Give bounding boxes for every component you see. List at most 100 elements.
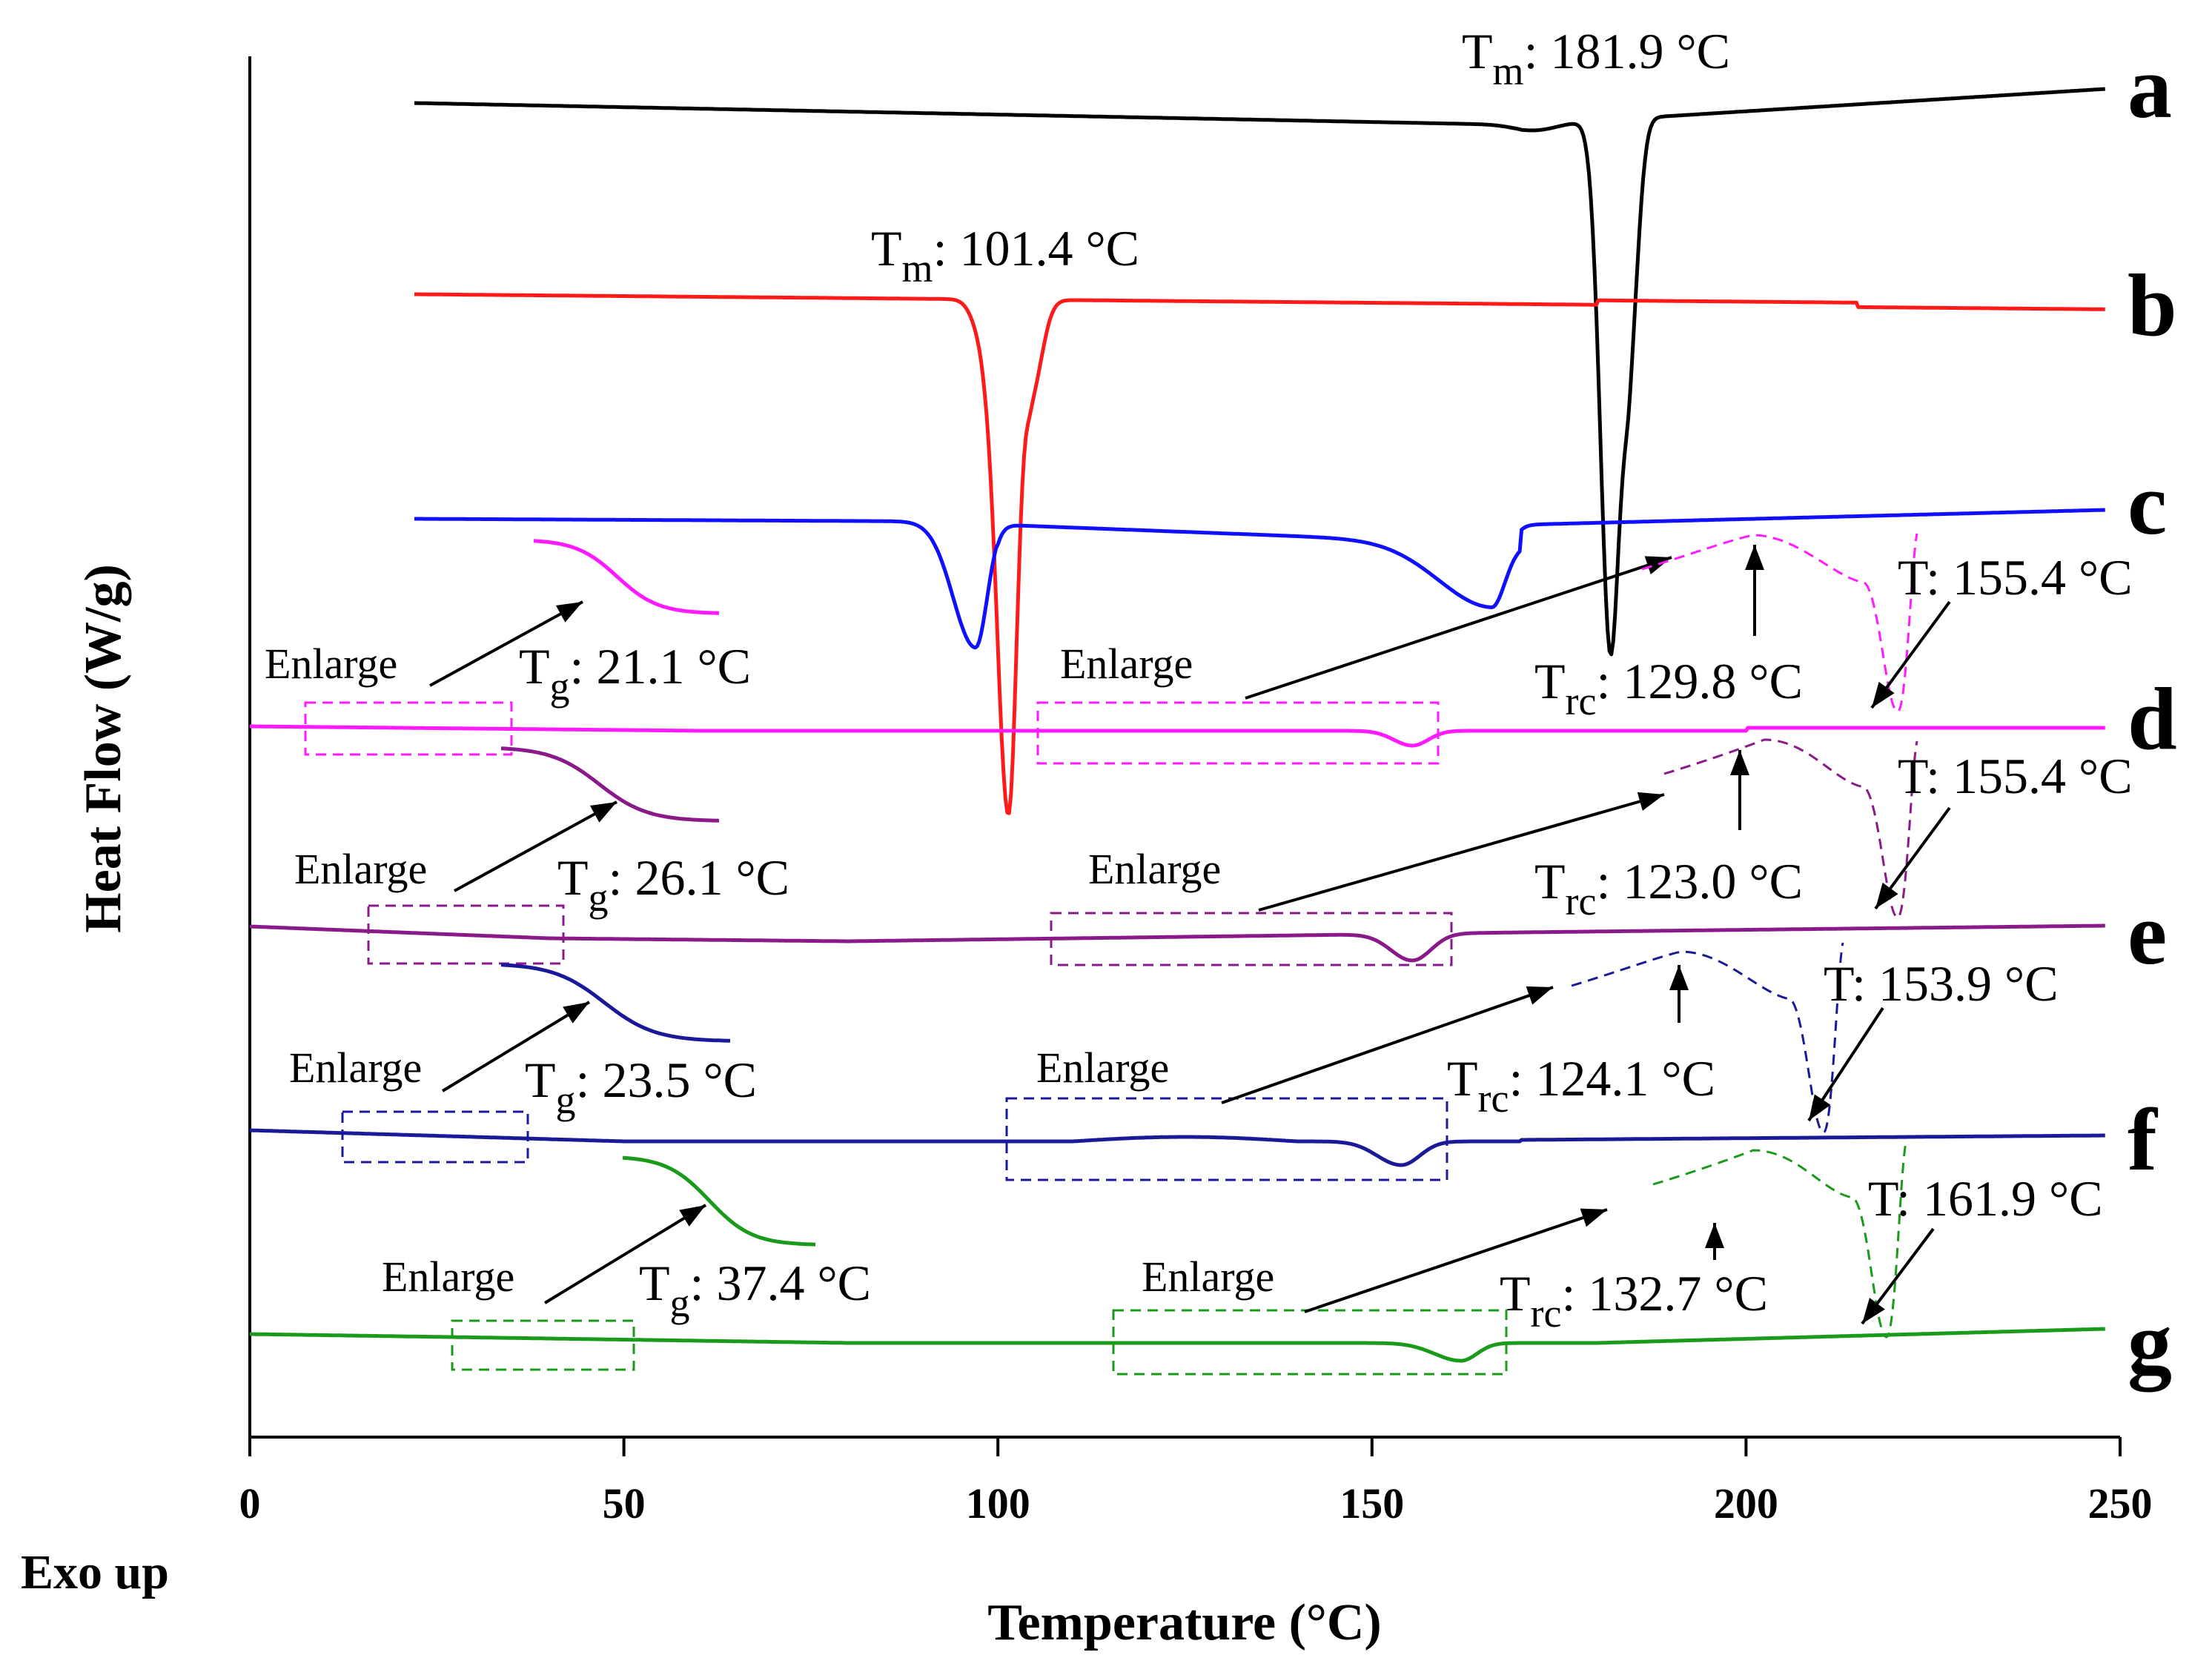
enlarge-label-melt-d: Enlarge: [1060, 640, 1193, 688]
enlarge-box-tg-g: [451, 1319, 635, 1371]
annotation-subscript: rc: [1478, 1076, 1509, 1121]
annotation-value: : 155.4 °C: [1926, 549, 2132, 606]
curve-tag-g: g: [2127, 1293, 2172, 1393]
annotation-tg-f: Tg: 23.5 °C: [525, 1052, 757, 1122]
annotation-tg-d: Tg: 21.1 °C: [519, 638, 751, 709]
annotation-subscript: g: [670, 1281, 690, 1325]
enlarge-arrow-melt-d-head: [1644, 556, 1672, 575]
annotation-value: : 101.4 °C: [933, 220, 1139, 276]
enlarge-box-melt-d: [1036, 701, 1440, 765]
x-tick-label-150: 150: [1340, 1479, 1404, 1528]
trc-arrow-d-head: [1745, 545, 1764, 570]
melt-arrow-g-head: [1862, 1298, 1885, 1324]
enlarge-box-tg-d: [304, 701, 513, 756]
annotation-t-g: T: 161.9 °C: [1868, 1170, 2103, 1227]
annotation-value: : 26.1 °C: [609, 849, 789, 906]
enlarge-arrow-melt-f-head: [1526, 986, 1553, 1005]
series-g-curve: [250, 1327, 2105, 1363]
series-b-curve: [414, 292, 2105, 815]
annotation-trc-e: Trc: 123.0 °C: [1534, 853, 1803, 923]
enlarge-box-tg-e: [367, 904, 565, 965]
enlarge-arrow-tg-g: [543, 1204, 707, 1304]
annotation-subscript: rc: [1566, 879, 1597, 923]
curve-tag-b: b: [2127, 256, 2177, 354]
enlarge-label-tg-f: Enlarge: [289, 1044, 422, 1092]
x-tick-label-0: 0: [239, 1479, 261, 1528]
enlarge-arrow-tg-e: [454, 800, 617, 892]
annotation-symbol: T: [1534, 653, 1566, 709]
curves-layer: [249, 87, 2105, 1363]
enlarge-arrow-melt-e-head: [1637, 792, 1664, 811]
annotation-subscript: rc: [1566, 679, 1597, 723]
melt-inset-curve-f: [1571, 942, 1844, 1134]
enlarge-arrow-tg-d-head: [555, 602, 583, 623]
y-axis-title: Heat Flow (W/g): [75, 564, 132, 933]
enlarge-arrow-tg-f: [441, 1001, 591, 1092]
tg-inset-curve-e: [500, 746, 720, 823]
x-tick-label-250: 250: [2088, 1479, 2153, 1528]
annotation-subscript: rc: [1531, 1291, 1562, 1336]
annotation-symbol: T: [1500, 1265, 1531, 1321]
trc-arrow-e-head: [1730, 750, 1749, 775]
curve-tag-c: c: [2127, 454, 2167, 553]
enlarge-arrow-tg-d: [429, 600, 583, 687]
annotation-value: : 129.8 °C: [1597, 653, 1803, 709]
tg-inset-curve-d: [533, 539, 720, 615]
annotation-subscript: g: [556, 1078, 576, 1122]
series-f-curve: [249, 1128, 2105, 1167]
x-tick-label-100: 100: [966, 1479, 1030, 1528]
annotation-value: : 161.9 °C: [1896, 1170, 2102, 1227]
enlarge-label-melt-g: Enlarge: [1142, 1253, 1274, 1301]
annotation-trc-f: Trc: 124.1 °C: [1447, 1050, 1715, 1121]
enlarge-arrow-melt-f: [1221, 986, 1554, 1104]
enlarge-arrow-tg-g-head: [679, 1205, 706, 1227]
enlarge-arrow-melt-g-head: [1580, 1208, 1607, 1227]
annotation-symbol: T: [557, 849, 589, 906]
enlarge-arrow-melt-e: [1258, 793, 1665, 912]
melt-inset-curve-g: [1652, 1142, 1907, 1339]
annotation-subscript: m: [902, 246, 933, 291]
melt-inset-curve-d: [1641, 533, 1918, 713]
trc-arrow-f-head: [1669, 965, 1689, 990]
annotation-t-f: T: 153.9 °C: [1824, 955, 2059, 1012]
annotation-value: : 181.9 °C: [1524, 23, 1730, 79]
curve-tag-f: f: [2127, 1090, 2159, 1189]
exo-up-note: Exo up: [21, 1545, 169, 1599]
series-e-curve: [249, 923, 2105, 963]
annotation-value: : 123.0 °C: [1597, 853, 1803, 909]
annotation-value: : 21.1 °C: [570, 638, 751, 694]
enlarge-label-tg-d: Enlarge: [265, 640, 397, 688]
melt-arrow-d-head: [1872, 681, 1895, 708]
annotation-symbol: T: [639, 1255, 670, 1311]
annotation-symbol: T: [1447, 1050, 1478, 1107]
annotation-subscript: m: [1493, 49, 1524, 93]
annotation-tg-g: Tg: 37.4 °C: [639, 1255, 871, 1325]
series-c-curve: [414, 508, 2105, 650]
annotation-value: : 153.9 °C: [1852, 955, 2058, 1012]
melt-inset-curve-e: [1663, 738, 1918, 919]
curve-tag-a: a: [2127, 38, 2172, 136]
enlarge-label-tg-g: Enlarge: [382, 1253, 514, 1301]
annotation-tm-b: Tm: 101.4 °C: [871, 220, 1139, 291]
annotation-symbol: T: [1534, 853, 1566, 909]
annotation-symbol: T: [1868, 1170, 1898, 1227]
enlarge-label-melt-e: Enlarge: [1088, 845, 1221, 893]
annotation-symbol: T: [1824, 955, 1854, 1012]
annotation-tm-a: Tm: 181.9 °C: [1462, 23, 1730, 93]
annotation-value: : 23.5 °C: [576, 1052, 757, 1108]
curve-tag-e: e: [2127, 884, 2167, 983]
enlarge-label-tg-e: Enlarge: [294, 845, 427, 893]
annotation-symbol: T: [1898, 549, 1928, 606]
annotation-value: : 124.1 °C: [1509, 1050, 1715, 1107]
enlarge-box-melt-f: [1005, 1097, 1448, 1181]
annotation-subscript: g: [550, 664, 570, 709]
annotation-value: : 37.4 °C: [690, 1255, 871, 1311]
enlarge-arrow-tg-f-head: [563, 1002, 589, 1024]
x-axis-title: Temperature (°C): [987, 1594, 1382, 1651]
annotation-symbol: T: [1462, 23, 1493, 79]
tg-inset-curve-g: [622, 1155, 816, 1247]
annotation-tg-e: Tg: 26.1 °C: [557, 849, 789, 920]
annotation-trc-d: Trc: 129.8 °C: [1534, 653, 1803, 723]
